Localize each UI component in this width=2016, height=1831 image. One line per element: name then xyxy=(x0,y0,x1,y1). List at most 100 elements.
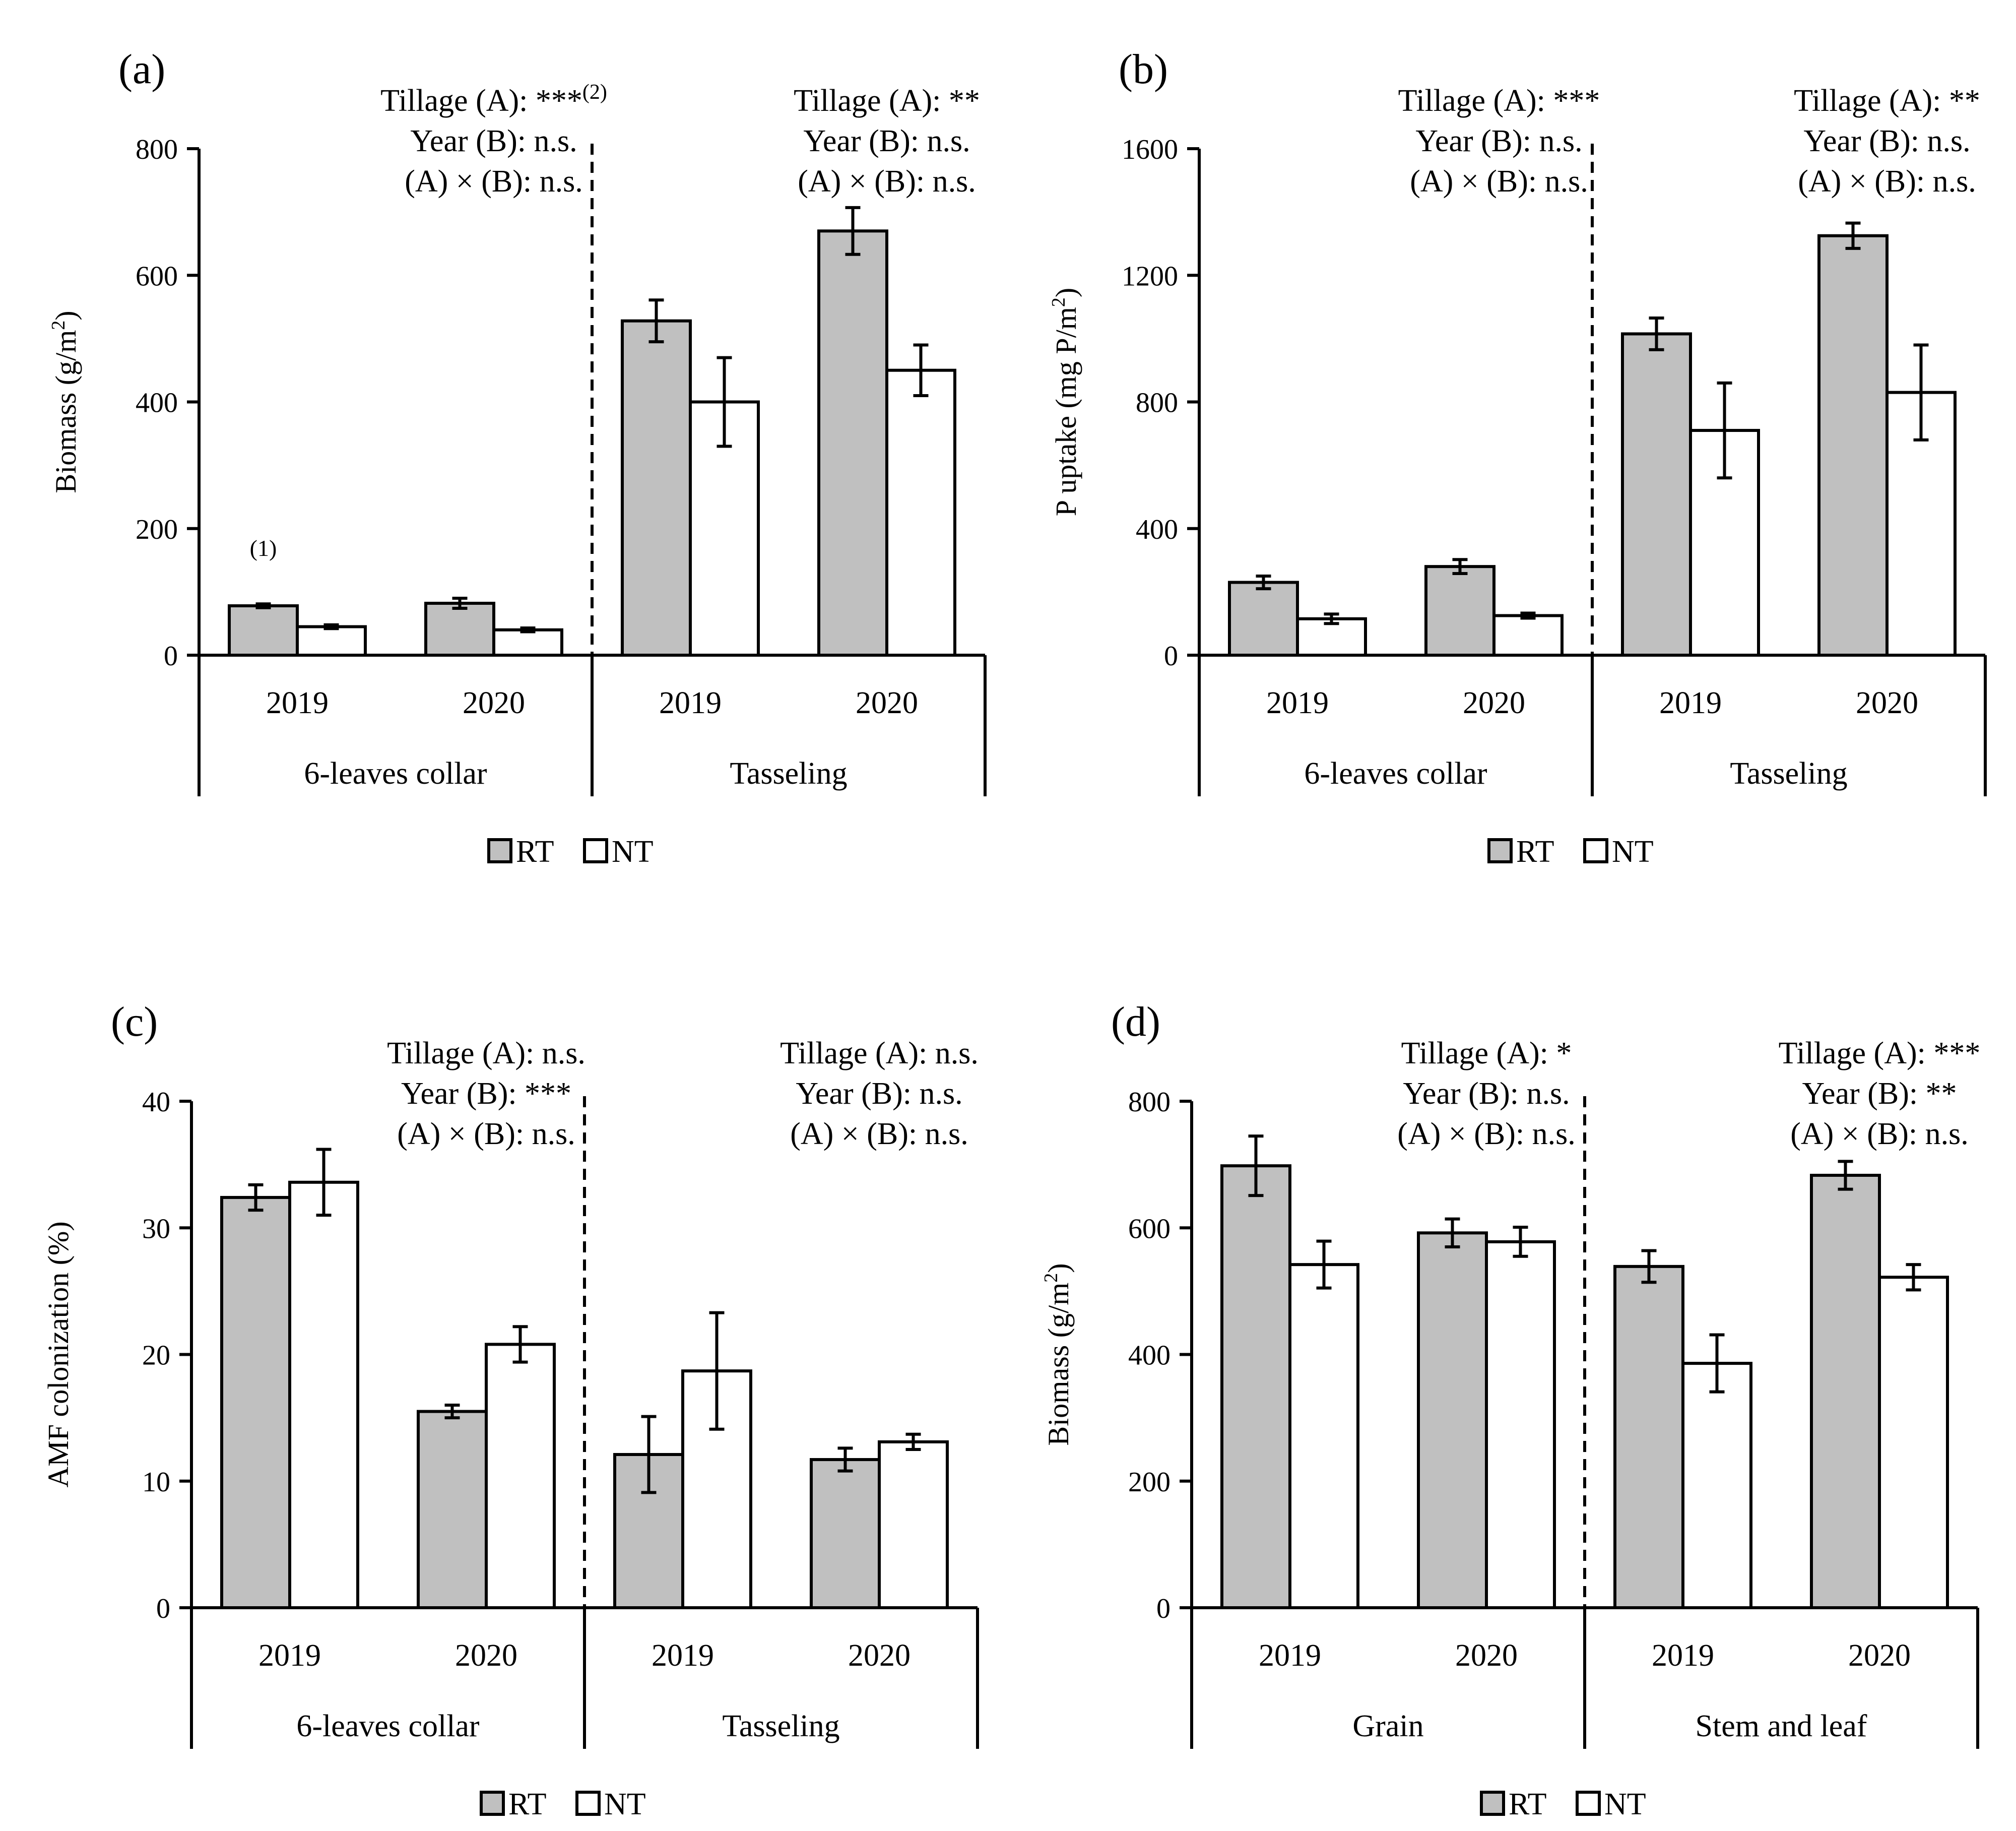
bar-rt-3 xyxy=(810,1458,881,1609)
error-bar-rt-0 xyxy=(248,1183,264,1212)
group-label: 6-leaves collar xyxy=(1304,756,1487,791)
stat-line: Tillage (A): ***(2) xyxy=(380,81,607,118)
error-bar-rt-3 xyxy=(1845,221,1861,250)
y-axis-title-main: P uptake (mg P/m xyxy=(1050,307,1082,516)
error-bar-nt-3 xyxy=(913,343,929,397)
bar-nt-1 xyxy=(492,628,563,657)
stat-line: Tillage (A): ** xyxy=(1794,84,1980,118)
legend-label-nt: NT xyxy=(1604,1787,1646,1821)
bar-rt-0 xyxy=(220,1195,291,1609)
panel-label: (b) xyxy=(1119,46,1168,93)
stat-line: Tillage (A): n.s. xyxy=(780,1036,979,1070)
stat-line: Year (B): n.s. xyxy=(1803,124,1970,158)
annotation-label: (1) xyxy=(250,535,277,561)
error-bar-rt-1 xyxy=(452,596,468,610)
y-tick-label: 200 xyxy=(1128,1467,1170,1498)
error-bar-rt-1 xyxy=(1452,558,1468,575)
panel-a: (a) Biomass (g/m2) 0 200 400 600 800 2019 2020 20… xyxy=(48,46,987,869)
y-axis-title: Biomass (g/m2) xyxy=(48,310,82,493)
stat-line: Tillage (A): n.s. xyxy=(387,1036,586,1070)
category-label: 2020 xyxy=(463,686,525,720)
legend-swatch-rt xyxy=(487,838,512,863)
y-axis-title: Biomass (g/m2) xyxy=(1040,1263,1075,1445)
error-bar-nt-2 xyxy=(1709,1333,1725,1394)
y-tick-label: 0 xyxy=(164,641,178,672)
y-axis-title-main: AMF colonization (%) xyxy=(42,1221,75,1487)
bar-nt-0 xyxy=(1288,1263,1359,1609)
stat-line: Year (B): n.s. xyxy=(1403,1077,1570,1111)
y-tick-label: 400 xyxy=(1136,514,1178,545)
bar-rt-3 xyxy=(1810,1173,1881,1609)
y-tick-label: 30 xyxy=(142,1213,170,1244)
stat-line: (A) × (B): n.s. xyxy=(798,164,976,199)
error-bar-nt-1 xyxy=(1520,611,1536,620)
bar-nt-1 xyxy=(1485,1240,1556,1609)
y-tick-label: 0 xyxy=(156,1593,170,1624)
category-label: 2020 xyxy=(1856,686,1918,720)
category-label: 2020 xyxy=(455,1638,517,1673)
legend-swatch-rt xyxy=(480,1791,505,1816)
error-bar-nt-0 xyxy=(323,623,339,630)
error-bar-nt-2 xyxy=(717,356,732,448)
legend: RT NT xyxy=(487,835,654,869)
error-bar-nt-3 xyxy=(905,1432,921,1451)
error-bar-nt-0 xyxy=(1316,1239,1332,1290)
bar-rt-2 xyxy=(621,319,692,657)
category-label: 2020 xyxy=(1463,686,1525,720)
category-label: 2019 xyxy=(1266,686,1329,720)
bar-nt-2 xyxy=(1681,1362,1752,1610)
category-label: 2019 xyxy=(659,686,722,720)
legend-label-nt: NT xyxy=(612,835,654,869)
stat-line: Year (B): n.s. xyxy=(796,1077,962,1111)
y-axis-title: AMF colonization (%) xyxy=(42,1221,75,1487)
bar-rt-1 xyxy=(1417,1231,1488,1609)
legend-label-rt: RT xyxy=(1509,1787,1547,1821)
legend-label-nt: NT xyxy=(1612,835,1654,869)
error-bar-nt-1 xyxy=(1513,1225,1528,1258)
y-tick-label: 800 xyxy=(136,134,178,165)
category-label: 2020 xyxy=(1455,1638,1518,1673)
bar-nt-1 xyxy=(1492,614,1564,657)
error-bar-nt-0 xyxy=(1324,612,1339,625)
stat-line: Year (B): *** xyxy=(401,1077,571,1111)
bar-rt-0 xyxy=(1228,581,1299,657)
error-bar-rt-0 xyxy=(1248,1134,1264,1197)
y-tick-label: 800 xyxy=(1128,1087,1170,1118)
group-label: Tasseling xyxy=(730,756,847,791)
error-bar-nt-2 xyxy=(1717,381,1732,480)
panel-label: (c) xyxy=(111,998,158,1045)
category-label: 2019 xyxy=(266,686,329,720)
stat-line: Tillage (A): *** xyxy=(1779,1036,1981,1070)
stat-line: Tillage (A): *** xyxy=(1398,84,1600,118)
error-bar-rt-2 xyxy=(641,1415,657,1494)
error-bar-rt-3 xyxy=(837,1446,853,1473)
error-bar-nt-3 xyxy=(1906,1263,1921,1292)
error-bar-nt-2 xyxy=(709,1311,725,1431)
y-tick-label: 20 xyxy=(142,1340,170,1371)
legend-swatch-nt xyxy=(575,1791,601,1816)
legend-label-rt: RT xyxy=(1516,835,1554,869)
stat-line: Year (B): ** xyxy=(1802,1077,1957,1111)
legend-swatch-rt xyxy=(1487,838,1513,863)
y-axis-title-sup: 2 xyxy=(48,321,69,330)
y-tick-label: 400 xyxy=(136,388,178,419)
category-label: 2020 xyxy=(848,1638,911,1673)
error-bar-rt-2 xyxy=(648,298,664,344)
stat-line: Tillage (A): * xyxy=(1401,1036,1572,1070)
stat-line: Tillage (A): ** xyxy=(794,84,980,118)
panel-c: (c) AMF colonization (%) 0 10 20 30 40 2019 2020… xyxy=(42,998,979,1821)
bar-nt-0 xyxy=(288,1180,359,1609)
category-label: 2020 xyxy=(1848,1638,1911,1673)
y-tick-label: 200 xyxy=(136,514,178,545)
group-label: Tasseling xyxy=(722,1709,839,1743)
category-label: 2019 xyxy=(1259,1638,1321,1673)
bar-nt-3 xyxy=(878,1440,949,1609)
y-tick-label: 800 xyxy=(1136,388,1178,419)
y-axis-title-main: Biomass (g/m xyxy=(1042,1283,1075,1446)
bar-nt-3 xyxy=(1878,1276,1949,1609)
stat-line: Year (B): n.s. xyxy=(803,124,970,158)
stat-line: (A) × (B): n.s. xyxy=(790,1117,968,1151)
bar-nt-3 xyxy=(885,368,956,657)
error-bar-rt-2 xyxy=(1641,1249,1657,1284)
y-axis-title-sup: 2 xyxy=(1040,1273,1062,1283)
